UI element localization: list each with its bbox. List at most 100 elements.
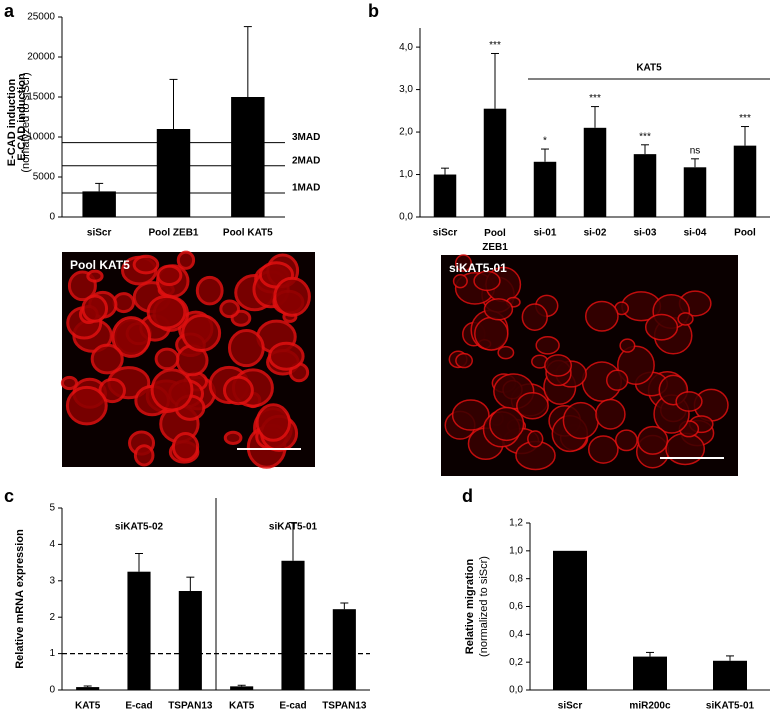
value-label: ***: [489, 40, 501, 51]
x-tick-label: KAT5: [75, 701, 101, 712]
y-tick-label: 3,0: [399, 84, 413, 95]
cell: [195, 275, 224, 306]
reference-label: 1MAD: [292, 183, 320, 194]
cell: [587, 435, 619, 464]
cell: [452, 273, 468, 289]
cell: [606, 369, 629, 391]
cell: [474, 316, 509, 351]
x-tick-label: siKAT5-01: [706, 701, 755, 712]
panel-letter: c: [4, 486, 14, 506]
micrograph: siKAT5-01: [441, 254, 738, 476]
micrograph: Pool KAT5: [60, 250, 315, 469]
bar: [633, 154, 657, 217]
image-label: Pool KAT5: [70, 258, 130, 272]
cell: [497, 345, 515, 360]
value-label: ***: [639, 131, 651, 142]
bar: [553, 550, 587, 690]
x-tick-label: si-01: [534, 228, 557, 239]
y-tick-label: 4: [49, 539, 55, 550]
y-axis-label: (normalized to siScr): [478, 556, 490, 657]
x-tick-label: miR200c: [629, 701, 671, 712]
cell: [665, 432, 706, 466]
x-tick-label: E-cad: [125, 701, 152, 712]
cell: [86, 269, 104, 283]
y-tick-label: 1,2: [509, 518, 523, 529]
bar: [82, 191, 116, 217]
cell: [675, 391, 703, 412]
cell: [535, 335, 560, 355]
cell: [81, 294, 109, 323]
bar: [156, 129, 191, 217]
y-tick-label: 0,2: [509, 657, 523, 668]
bar: [332, 609, 356, 690]
cell: [677, 312, 694, 326]
bar: [633, 656, 667, 690]
y-tick-label: 5000: [33, 172, 56, 183]
x-tick-label: si-02: [584, 228, 607, 239]
bar: [127, 571, 151, 690]
bar: [683, 167, 707, 217]
cell: [146, 294, 187, 330]
bar: [533, 161, 557, 217]
cell: [521, 303, 548, 331]
image-label: siKAT5-01: [449, 261, 507, 275]
bar: [483, 108, 507, 217]
x-tick-label: siScr: [87, 228, 112, 239]
bar: [713, 660, 747, 690]
y-tick-label: 0,6: [509, 601, 523, 612]
y-tick-label: 4,0: [399, 42, 413, 53]
cell: [473, 270, 501, 292]
x-tick-label: siScr: [558, 701, 583, 712]
bar: [281, 560, 305, 690]
x-tick-label: Pool KAT5: [223, 228, 273, 239]
y-tick-label: 2: [49, 612, 55, 623]
y-tick-label: 2,0: [399, 127, 413, 138]
cell: [255, 403, 292, 442]
y-tick-label: 0,8: [509, 573, 523, 584]
value-label: ***: [739, 113, 751, 124]
panel-letter: a: [4, 1, 15, 21]
cell: [562, 401, 600, 440]
cell: [133, 444, 155, 467]
x-tick-label: TSPAN13: [168, 701, 213, 712]
group-label: siKAT5-01: [269, 522, 318, 533]
y-tick-label: 0,0: [399, 212, 413, 223]
y-tick-label: 3: [49, 575, 55, 586]
y-tick-label: 0: [49, 212, 55, 223]
value-label: *: [543, 136, 547, 147]
group-label: siKAT5-02: [115, 522, 164, 533]
cell: [644, 313, 679, 341]
y-axis-label: Relative mRNA expression: [14, 529, 26, 669]
value-label: ns: [690, 145, 701, 156]
y-axis-label: (nomalyzed to siScr): [20, 72, 32, 172]
x-tick-label: si-04: [684, 228, 707, 239]
x-tick-label: Pool: [734, 228, 756, 239]
y-tick-label: 1: [49, 648, 55, 659]
x-tick-label: TSPAN13: [322, 701, 367, 712]
cell: [150, 368, 194, 412]
cell: [223, 430, 243, 445]
reference-label: 2MAD: [292, 155, 320, 166]
cell: [619, 338, 636, 353]
y-tick-label: 15000: [27, 92, 55, 103]
cell: [268, 341, 305, 371]
cell: [227, 328, 265, 368]
bar: [583, 127, 607, 217]
y-tick-label: 20000: [27, 52, 55, 63]
bar: [76, 687, 100, 690]
y-axis-label: E-CAD induction: [16, 73, 28, 161]
cell: [90, 343, 124, 375]
x-tick-label: Pool ZEB1: [482, 228, 508, 253]
y-tick-label: 1,0: [399, 169, 413, 180]
y-tick-label: 1,0: [509, 545, 523, 556]
bar: [433, 174, 457, 217]
x-tick-label: siScr: [433, 228, 458, 239]
cell: [171, 431, 200, 462]
x-tick-label: Pool ZEB1: [148, 228, 198, 239]
cell: [65, 385, 108, 426]
cell: [637, 425, 669, 455]
cell: [132, 254, 160, 275]
y-axis-label: E-CAD induction: [6, 79, 18, 167]
panel-letter: b: [368, 1, 379, 21]
